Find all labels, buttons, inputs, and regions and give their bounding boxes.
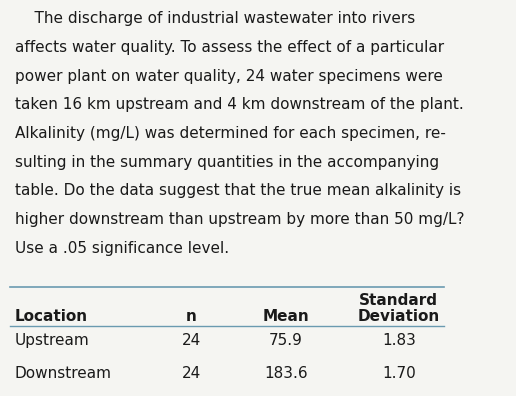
Text: 1.83: 1.83 <box>382 333 416 348</box>
Text: Downstream: Downstream <box>15 366 112 381</box>
Text: 183.6: 183.6 <box>264 366 308 381</box>
Text: Mean: Mean <box>263 309 309 324</box>
Text: Alkalinity (mg/L) was determined for each specimen, re-: Alkalinity (mg/L) was determined for eac… <box>15 126 446 141</box>
Text: affects water quality. To assess the effect of a particular: affects water quality. To assess the eff… <box>15 40 444 55</box>
Text: n: n <box>186 309 197 324</box>
Text: Upstream: Upstream <box>15 333 90 348</box>
Text: table. Do the data suggest that the true mean alkalinity is: table. Do the data suggest that the true… <box>15 183 461 198</box>
Text: 24: 24 <box>182 366 201 381</box>
Text: 75.9: 75.9 <box>269 333 303 348</box>
Text: Location: Location <box>15 309 88 324</box>
Text: sulting in the summary quantities in the accompanying: sulting in the summary quantities in the… <box>15 155 439 170</box>
Text: The discharge of industrial wastewater into rivers: The discharge of industrial wastewater i… <box>15 11 415 26</box>
Text: Standard: Standard <box>359 293 438 308</box>
Text: Deviation: Deviation <box>358 309 440 324</box>
Text: 1.70: 1.70 <box>382 366 416 381</box>
Text: 24: 24 <box>182 333 201 348</box>
Text: power plant on water quality, 24 water specimens were: power plant on water quality, 24 water s… <box>15 69 443 84</box>
Text: Use a .05 significance level.: Use a .05 significance level. <box>15 241 229 256</box>
Text: higher downstream than upstream by more than 50 mg/L?: higher downstream than upstream by more … <box>15 212 464 227</box>
Text: taken 16 km upstream and 4 km downstream of the plant.: taken 16 km upstream and 4 km downstream… <box>15 97 464 112</box>
